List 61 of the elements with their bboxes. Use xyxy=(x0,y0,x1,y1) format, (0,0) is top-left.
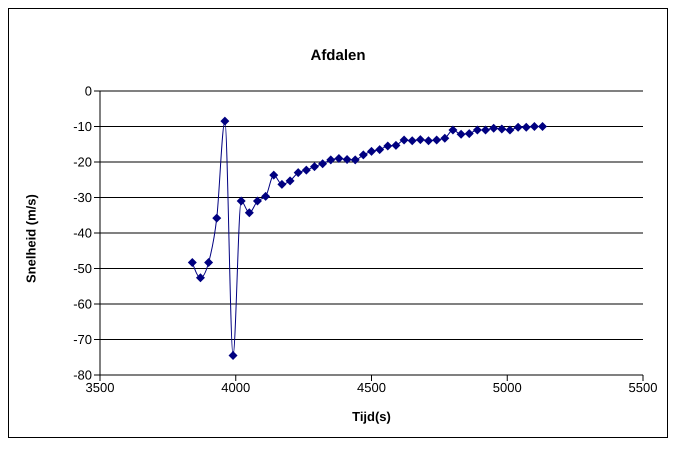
point xyxy=(472,126,482,135)
point xyxy=(220,116,230,126)
x-axis-title: Tijd(s) xyxy=(352,409,391,424)
point xyxy=(538,122,548,131)
x-tick-label: 3500 xyxy=(86,380,114,396)
point xyxy=(375,145,384,154)
point xyxy=(294,168,303,178)
point xyxy=(261,192,270,201)
y-tick-label: -40 xyxy=(73,226,92,241)
point xyxy=(522,122,531,132)
point xyxy=(236,196,246,206)
point xyxy=(489,124,498,133)
point xyxy=(383,142,392,151)
point xyxy=(530,122,539,131)
point xyxy=(252,196,262,206)
point xyxy=(350,155,360,164)
point xyxy=(514,122,523,132)
y-tick-label: -80 xyxy=(73,368,92,383)
x-tick-label: 4500 xyxy=(357,380,386,396)
point xyxy=(188,258,197,267)
point xyxy=(497,124,506,134)
point xyxy=(318,159,328,168)
y-tick-label: -50 xyxy=(73,261,92,276)
y-tick-label: -10 xyxy=(73,119,92,134)
point xyxy=(481,126,490,135)
point xyxy=(342,155,352,164)
y-axis-title: Snelheid (m/s) xyxy=(24,194,39,283)
x-tick-label: 5000 xyxy=(492,380,522,396)
point xyxy=(440,134,450,143)
point xyxy=(269,170,278,180)
point xyxy=(456,130,466,139)
point xyxy=(464,129,474,138)
x-tick-label: 4000 xyxy=(221,380,250,396)
point xyxy=(391,140,400,150)
point xyxy=(310,162,319,172)
y-tick-label: -30 xyxy=(73,190,92,206)
point xyxy=(432,135,442,144)
point xyxy=(212,214,222,223)
point xyxy=(277,180,286,189)
point xyxy=(408,136,417,146)
point xyxy=(286,176,295,186)
point xyxy=(400,135,409,144)
point xyxy=(416,135,425,144)
point xyxy=(505,126,514,135)
point xyxy=(448,126,458,135)
point xyxy=(302,166,311,175)
point xyxy=(326,155,336,164)
point xyxy=(334,154,344,163)
y-tick-label: -20 xyxy=(73,154,92,170)
point xyxy=(228,350,238,360)
point xyxy=(367,146,376,156)
chart-title: Afdalen xyxy=(309,47,366,64)
y-tick-label: -60 xyxy=(73,296,92,312)
point xyxy=(424,136,434,146)
y-tick-label: -70 xyxy=(73,332,92,348)
point xyxy=(358,150,368,160)
x-tick-label: 5500 xyxy=(628,380,658,396)
point xyxy=(244,208,254,218)
point xyxy=(204,258,214,267)
y-tick-label: 0 xyxy=(84,84,92,99)
point xyxy=(196,273,205,282)
